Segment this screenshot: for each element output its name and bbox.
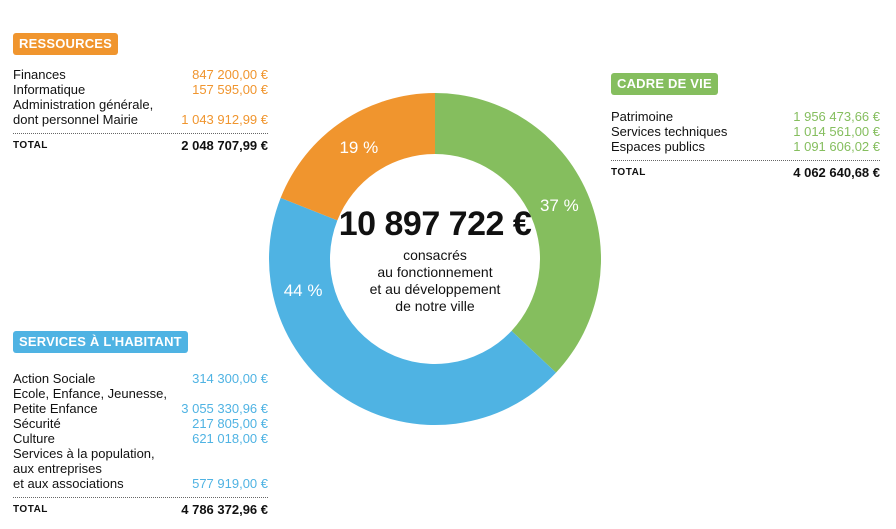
cadre-row-label: Services techniques [611,124,728,139]
donut-center: 10 897 722 € consacrés au fonctionnement… [305,205,565,315]
services-row-value: 577 919,00 € [192,476,268,491]
services-total-label: TOTAL [13,504,48,515]
ressources-row-value: 847 200,00 € [192,67,268,82]
center-caption: consacrés au fonctionnement et au dévelo… [369,247,501,314]
donut-slice [435,93,601,373]
cadre-row: Patrimoine 1 956 473,66 € [611,109,880,124]
donut-chart: 37 % 44 % 19 % [269,93,601,425]
services-row: Sécurité 217 805,00 € [13,416,268,431]
cadre-row: Espaces publics 1 091 606,02 € [611,139,880,154]
ressources-row: Administration générale, dont personnel … [13,97,268,127]
services-row-value: 314 300,00 € [192,371,268,386]
cadre-total-value: 4 062 640,68 € [793,165,880,180]
services-badge: SERVICES À L'HABITANT [13,331,188,353]
services-row-label: Services à la population, aux entreprise… [13,446,155,491]
services-row-value: 217 805,00 € [192,416,268,431]
cadre-row-value: 1 091 606,02 € [793,139,880,154]
services-total: TOTAL 4 786 372,96 € [13,497,268,517]
ressources-row-value: 1 043 912,99 € [181,112,268,127]
cadre-panel: Patrimoine 1 956 473,66 € Services techn… [611,109,880,180]
services-row-label: Action Sociale [13,371,96,386]
cadre-total-label: TOTAL [611,167,646,178]
ressources-badge: RESSOURCES [13,33,119,55]
services-row-label: Ecole, Enfance, Jeunesse, Petite Enfance [13,386,167,416]
ressources-total: TOTAL 2 048 707,99 € [13,133,268,153]
services-row: Culture 621 018,00 € [13,431,268,446]
slice-label: 44 % [284,281,323,300]
cadre-total: TOTAL 4 062 640,68 € [611,160,880,180]
ressources-total-value: 2 048 707,99 € [181,138,268,153]
cadre-badge: CADRE DE VIE [611,73,718,95]
services-row-label: Sécurité [13,416,61,431]
services-row-value: 621 018,00 € [192,431,268,446]
total-amount: 10 897 722 € [338,205,532,243]
ressources-panel: Finances 847 200,00 € Informatique 157 5… [13,67,268,153]
ressources-row-value: 157 595,00 € [192,82,268,97]
services-total-value: 4 786 372,96 € [181,502,268,517]
cadre-row-value: 1 956 473,66 € [793,109,880,124]
services-row: Ecole, Enfance, Jeunesse, Petite Enfance… [13,386,268,416]
cadre-row-label: Espaces publics [611,139,705,154]
services-row-label: Culture [13,431,55,446]
ressources-row: Informatique 157 595,00 € [13,82,268,97]
services-row: Services à la population, aux entreprise… [13,446,268,491]
cadre-row: Services techniques 1 014 561,00 € [611,124,880,139]
slice-label: 19 % [339,138,378,157]
ressources-row-label: Finances [13,67,66,82]
ressources-row-label: Administration générale, dont personnel … [13,97,154,127]
services-row: Action Sociale 314 300,00 € [13,371,268,386]
ressources-row-label: Informatique [13,82,86,97]
services-row-value: 3 055 330,96 € [181,401,268,416]
donut-slice [280,93,435,221]
cadre-row-label: Patrimoine [611,109,674,124]
cadre-row-value: 1 014 561,00 € [793,124,880,139]
ressources-total-label: TOTAL [13,140,48,151]
donut-slice [269,197,557,425]
ressources-row: Finances 847 200,00 € [13,67,268,82]
slice-label: 37 % [540,196,579,215]
services-panel: Action Sociale 314 300,00 € Ecole, Enfan… [13,371,268,517]
